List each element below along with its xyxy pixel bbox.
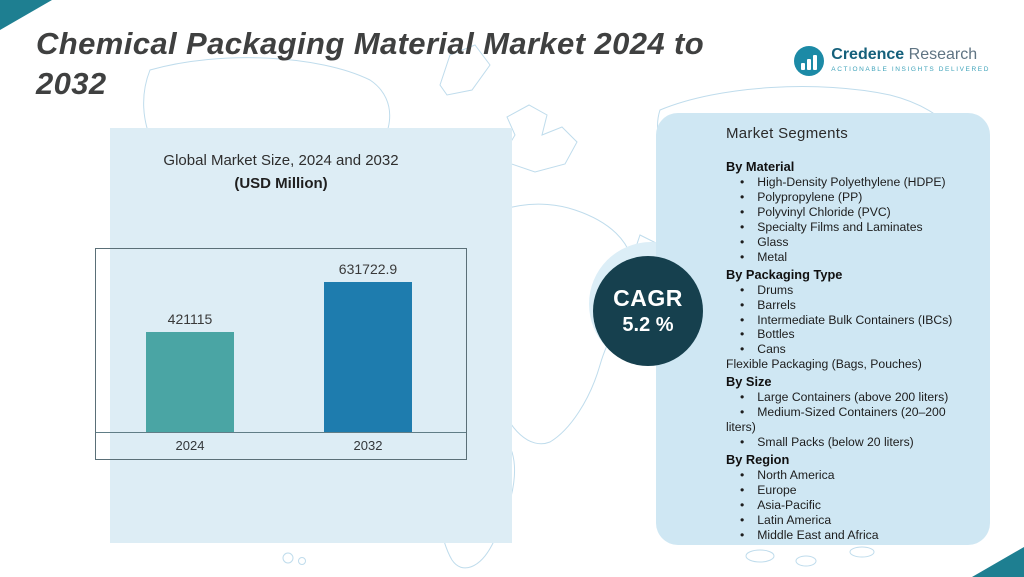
- segment-item: • Specialty Films and Laminates: [740, 219, 923, 234]
- segment-list-region: • North America • Europe • Asia-Pacific • La…: [726, 468, 972, 542]
- segment-list-size: • Large Containers (above 200 liters) • Me…: [726, 390, 972, 450]
- bullet-icon: •: [740, 234, 745, 249]
- segment-list-packaging-type: • Drums • Barrels • Intermediate Bulk Conta…: [726, 283, 972, 372]
- segment-group-heading: By Material: [726, 159, 795, 174]
- bullet-icon: •: [740, 175, 745, 190]
- bar-value-label: 631722.9: [338, 261, 398, 277]
- cagr-label: CAGR: [613, 285, 683, 311]
- chart-heading: Global Market Size, 2024 and 2032 (USD M…: [95, 150, 467, 195]
- bullet-icon: •: [740, 512, 745, 527]
- bullet-icon: •: [740, 468, 745, 483]
- map-island: [745, 549, 775, 563]
- market-size-panel: Global Market Size, 2024 and 2032 (USD M…: [95, 128, 512, 543]
- segment-item: • Small Packs (below 20 liters): [740, 434, 914, 449]
- segment-item: Flexible Packaging (Bags, Pouches): [726, 357, 922, 372]
- bullet-icon: •: [740, 297, 745, 312]
- map-greenland: [439, 44, 491, 96]
- segment-list-material: • High-Density Polyethylene (HDPE) • Polyp…: [726, 175, 972, 264]
- map-island: [795, 555, 817, 567]
- segment-group-heading: By Size: [726, 374, 772, 390]
- page-title-line2: 2032: [36, 65, 107, 101]
- bullet-icon: •: [740, 497, 745, 512]
- segment-item: • Bottles: [740, 327, 795, 342]
- chart-bar: [146, 332, 234, 432]
- segment-group-heading: By Region: [726, 451, 790, 467]
- bullet-icon: •: [740, 219, 745, 234]
- cagr-value: 5.2 %: [622, 314, 674, 336]
- x-axis: 2024 2032: [96, 432, 466, 459]
- bullet-icon: •: [740, 434, 745, 449]
- x-axis-label-2032: 2032: [353, 438, 383, 453]
- bar-column-2024: 421115: [146, 260, 234, 432]
- segment-item: • Europe: [740, 482, 797, 497]
- segment-item: • High-Density Polyethylene (HDPE): [740, 175, 946, 190]
- chart-subtitle: (USD Million): [234, 174, 328, 192]
- segment-item: • Intermediate Bulk Containers (IBCs): [740, 312, 953, 327]
- map-island: [282, 552, 294, 564]
- bullet-icon: •: [740, 312, 745, 327]
- brand-name-primary: Credence: [831, 46, 905, 63]
- bullet-icon: •: [740, 482, 745, 497]
- segment-item: • Drums: [740, 282, 794, 297]
- bullet-icon: •: [740, 405, 745, 420]
- cagr-circle: CAGR 5.2 %: [593, 256, 703, 366]
- credence-research-logo: Credence Research Actionable Insights De…: [794, 46, 990, 76]
- bullet-icon: •: [740, 249, 745, 264]
- corner-accent-bottom-right: [972, 547, 1024, 577]
- segment-item: • Glass: [740, 234, 789, 249]
- bullet-icon: •: [740, 282, 745, 297]
- bullet-icon: •: [740, 190, 745, 205]
- segment-item: • Barrels: [740, 297, 796, 312]
- segment-item: • Polyvinyl Chloride (PVC): [740, 205, 891, 220]
- map-island: [849, 546, 875, 558]
- segment-item: • Asia-Pacific: [740, 497, 821, 512]
- x-axis-label-2024: 2024: [175, 438, 205, 453]
- market-segments-panel: Market Segments By Material • High-Densit…: [656, 113, 990, 545]
- segment-item: • Polypropylene (PP): [740, 190, 863, 205]
- bar-chart: 421115 631722.9 2024 2032: [95, 248, 467, 460]
- page-title: Chemical Packaging Material Market 2024 …: [36, 24, 704, 103]
- corner-accent-top-left: [0, 0, 52, 30]
- segment-item: • Cans: [740, 342, 786, 357]
- map-island: [298, 557, 306, 565]
- bullet-icon: •: [740, 342, 745, 357]
- logo-text: Credence Research Actionable Insights De…: [831, 46, 990, 73]
- segment-item: • Large Containers (above 200 liters): [740, 390, 949, 405]
- chart-bar: [324, 282, 412, 432]
- map-europe: [499, 104, 578, 173]
- brand-tagline: Actionable Insights Delivered: [831, 66, 990, 73]
- bullet-icon: •: [740, 205, 745, 220]
- segment-item: • Middle East and Africa: [740, 527, 879, 542]
- segment-item: • Latin America: [740, 512, 832, 527]
- bullet-icon: •: [740, 527, 745, 542]
- segment-item: • North America: [740, 468, 835, 483]
- segments-title: Market Segments: [726, 125, 849, 142]
- segment-group-heading: By Packaging Type: [726, 266, 843, 282]
- bar-value-label: 421115: [167, 311, 213, 327]
- chart-title: Global Market Size, 2024 and 2032: [163, 152, 399, 169]
- page-title-line1: Chemical Packaging Material Market 2024 …: [36, 26, 705, 61]
- bar-chart-logo-icon: [794, 46, 825, 76]
- brand-name-secondary: Research: [908, 46, 978, 63]
- segment-item: • Medium-Sized Containers (20–200 liters): [726, 405, 946, 435]
- segment-item: • Metal: [740, 249, 788, 264]
- bullet-icon: •: [740, 327, 745, 342]
- bar-column-2032: 631722.9: [324, 260, 412, 432]
- bullet-icon: •: [740, 390, 745, 405]
